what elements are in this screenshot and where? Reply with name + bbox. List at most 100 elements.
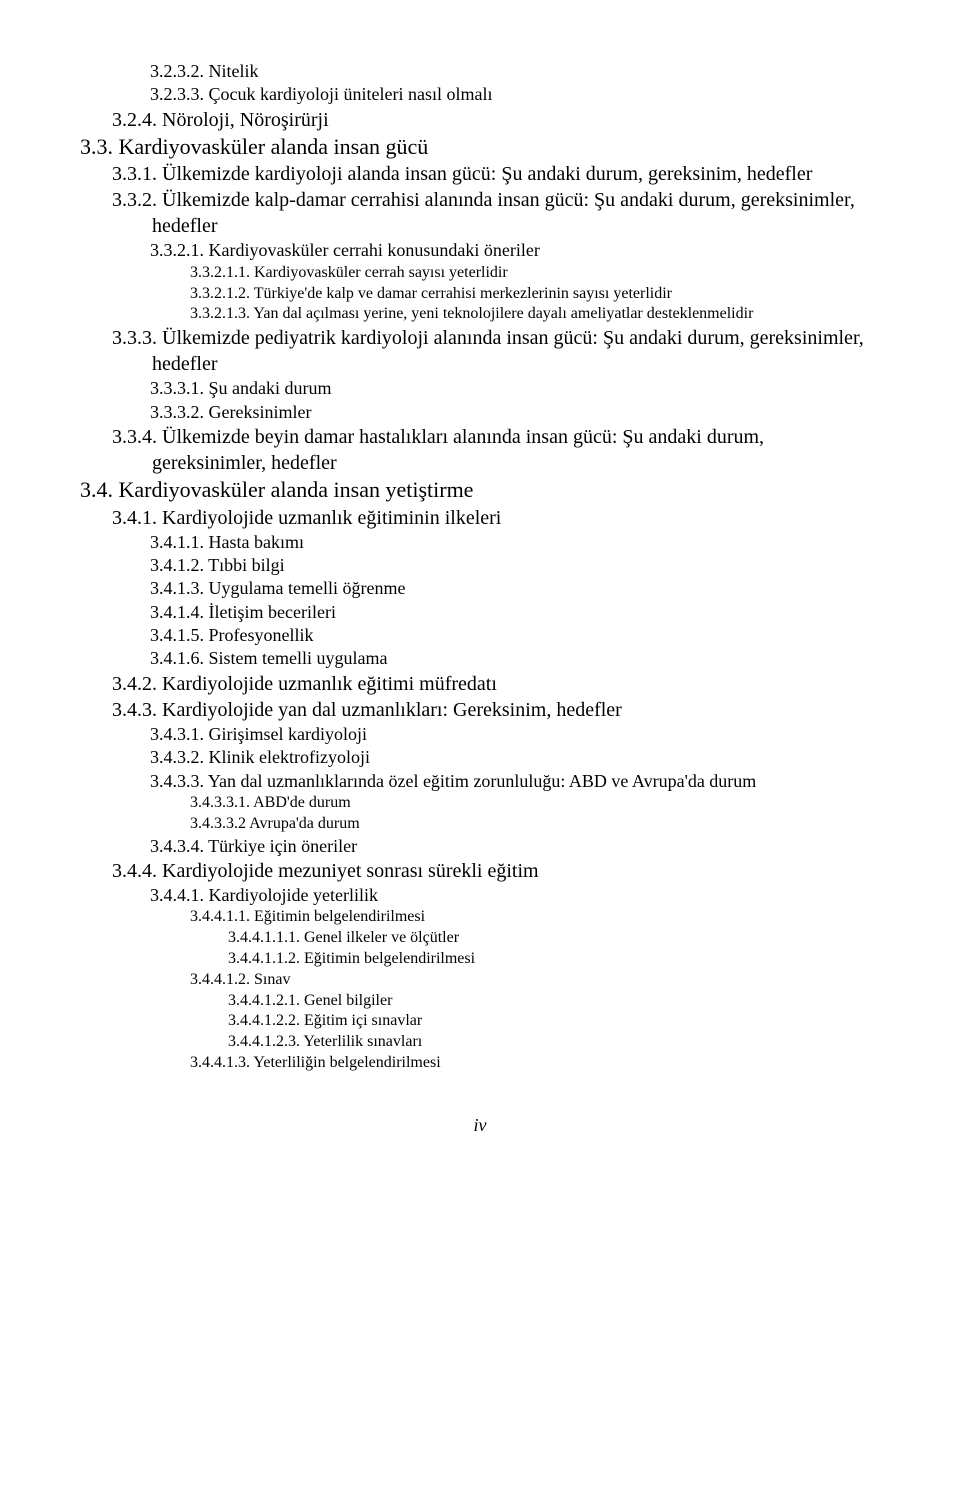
toc-entry: 3.4.4.1.2. Sınav xyxy=(190,970,880,991)
toc-entry-number: 3.4.4. xyxy=(112,860,157,882)
toc-entry-number: 3.2.4. xyxy=(112,109,157,131)
toc-entry-text: Profesyonellik xyxy=(204,625,314,645)
toc-entry: 3.2.3.3. Çocuk kardiyoloji üniteleri nas… xyxy=(150,83,880,106)
toc-entry-text: Hasta bakımı xyxy=(204,532,304,552)
toc-entry-number: 3.3.2.1.1. xyxy=(190,264,250,281)
toc-entry: 3.4.2. Kardiyolojide uzmanlık eğitimi mü… xyxy=(112,671,880,697)
toc-entry-number: 3.4.4.1.1.1. xyxy=(228,929,300,946)
toc-entry: 3.2.4. Nöroloji, Nöroşirürji xyxy=(112,107,880,133)
toc-entry: 3.3.3.2. Gereksinimler xyxy=(150,401,880,424)
toc-entry: 3.4.4.1.2.2. Eğitim içi sınavlar xyxy=(228,1011,880,1032)
toc-entry-number: 3.3.2.1. xyxy=(150,240,204,260)
toc-entry: 3.4.4.1.2.1. Genel bilgiler xyxy=(228,991,880,1012)
toc-entry-text: Eğitimin belgelendirilmesi xyxy=(250,908,425,925)
toc-entry-text: Ülkemizde beyin damar hastalıkları alanı… xyxy=(152,426,764,474)
toc-entry: 3.4. Kardiyovasküler alanda insan yetişt… xyxy=(80,476,880,505)
toc-entry-number: 3.2.3.3. xyxy=(150,84,204,104)
toc-entry-text: Yan dal uzmanlıklarında özel eğitim zoru… xyxy=(204,771,756,791)
toc-entry-number: 3.4.3.3. xyxy=(150,771,204,791)
toc-entry: 3.4.1. Kardiyolojide uzmanlık eğitiminin… xyxy=(112,505,880,531)
toc-entry-text: Kardiyolojide uzmanlık eğitimi müfredatı xyxy=(157,673,497,695)
toc-entry-text: Çocuk kardiyoloji üniteleri nasıl olmalı xyxy=(204,84,492,104)
toc-entry-number: 3.3.3.1. xyxy=(150,378,204,398)
toc-entry-text: Uygulama temelli öğrenme xyxy=(204,578,405,598)
toc-entry-number: 3.3.2. xyxy=(112,189,157,211)
toc-entry: 3.3. Kardiyovasküler alanda insan gücü xyxy=(80,133,880,162)
toc-entry-text: Sınav xyxy=(250,971,290,988)
toc-entry: 3.4.3.3.1. ABD'de durum xyxy=(190,793,880,814)
toc-entry-number: 3.3.1. xyxy=(112,163,157,185)
toc-entry: 3.4.3. Kardiyolojide yan dal uzmanlıklar… xyxy=(112,697,880,723)
toc-entry: 3.3.1. Ülkemizde kardiyoloji alanda insa… xyxy=(112,161,880,187)
toc-entry-text: ABD'de durum xyxy=(250,794,351,811)
toc-entry: 3.4.3.2. Klinik elektrofizyoloji xyxy=(150,746,880,769)
toc-entry-text: Girişimsel kardiyoloji xyxy=(204,724,367,744)
toc-entry-number: 3.3.2.1.3. xyxy=(190,305,250,322)
toc-entry: 3.4.1.1. Hasta bakımı xyxy=(150,531,880,554)
toc-entry-number: 3.4.1.3. xyxy=(150,578,204,598)
toc-entry: 3.4.3.3.2 Avrupa'da durum xyxy=(190,814,880,835)
toc-entry-number: 3.4.1.2. xyxy=(150,555,204,575)
toc-entry-text: Eğitimin belgelendirilmesi xyxy=(300,950,475,967)
toc-entry: 3.4.1.4. İletişim becerileri xyxy=(150,601,880,624)
toc-entry-text: Şu andaki durum xyxy=(204,378,332,398)
toc-entry-number: 3.4.1.6. xyxy=(150,648,204,668)
toc-entry-text: Klinik elektrofizyoloji xyxy=(204,747,370,767)
toc-entry-text: Tıbbi bilgi xyxy=(204,555,285,575)
toc-entry: 3.4.3.1. Girişimsel kardiyoloji xyxy=(150,723,880,746)
toc-entry-number: 3.4.3.3.1. xyxy=(190,794,250,811)
toc-entry-text: Türkiye'de kalp ve damar cerrahisi merke… xyxy=(250,285,672,302)
toc-entry-number: 3.3.2.1.2. xyxy=(190,285,250,302)
toc-entry-text: Genel bilgiler xyxy=(300,992,392,1009)
toc-entry: 3.3.2. Ülkemizde kalp-damar cerrahisi al… xyxy=(112,187,880,239)
toc-entry-number: 3.4.3. xyxy=(112,699,157,721)
toc-entry-number: 3.4.4.1.1. xyxy=(190,908,250,925)
toc-entry: 3.3.2.1.2. Türkiye'de kalp ve damar cerr… xyxy=(190,284,880,305)
toc-entry-number: 3.4.4.1.2.2. xyxy=(228,1012,300,1029)
toc-entry-number: 3.4.1.5. xyxy=(150,625,204,645)
toc-entry: 3.4.4.1. Kardiyolojide yeterlilik xyxy=(150,884,880,907)
toc-entry-number: 3.4.4.1.3. xyxy=(190,1054,250,1071)
toc-entry-number: 3.4.1.1. xyxy=(150,532,204,552)
toc-entry-text: Ülkemizde pediyatrik kardiyoloji alanınd… xyxy=(152,327,864,375)
toc-entry-number: 3.4.1.4. xyxy=(150,602,204,622)
toc-entry: 3.4.1.2. Tıbbi bilgi xyxy=(150,554,880,577)
toc-entry-number: 3.3.3.2. xyxy=(150,402,204,422)
toc-entry-text: Türkiye için öneriler xyxy=(204,836,357,856)
toc-entry-number: 3.4.3.4. xyxy=(150,836,204,856)
toc-entry-text: Nitelik xyxy=(204,61,259,81)
toc-entry: 3.2.3.2. Nitelik xyxy=(150,60,880,83)
toc-entry-text: Gereksinimler xyxy=(204,402,311,422)
toc-entry: 3.4.4.1.1.2. Eğitimin belgelendirilmesi xyxy=(228,949,880,970)
toc-entry-text: Kardiyovasküler cerrah sayısı yeterlidir xyxy=(250,264,508,281)
toc-entry: 3.4.3.3. Yan dal uzmanlıklarında özel eğ… xyxy=(150,770,880,793)
toc-entry: 3.3.2.1.3. Yan dal açılması yerine, yeni… xyxy=(190,304,880,325)
toc-entry-number: 3.4.3.1. xyxy=(150,724,204,744)
toc-entry: 3.3.2.1. Kardiyovasküler cerrahi konusun… xyxy=(150,239,880,262)
toc-entry-number: 3.4.1. xyxy=(112,507,157,529)
toc-entry-number: 3.4.3.2. xyxy=(150,747,204,767)
toc-entry-text: Kardiyolojide yan dal uzmanlıkları: Gere… xyxy=(157,699,622,721)
toc-entry-text: Nöroloji, Nöroşirürji xyxy=(157,109,329,131)
toc-entry-text: Kardiyolojide yeterlilik xyxy=(204,885,378,905)
toc-entry-text: Kardiyovasküler alanda insan yetiştirme xyxy=(113,477,473,502)
toc-entry: 3.4.1.3. Uygulama temelli öğrenme xyxy=(150,577,880,600)
toc-entry-number: 3.3.4. xyxy=(112,426,157,448)
toc-entry-number: 3.4.4.1. xyxy=(150,885,204,905)
toc-entry-text: Yan dal açılması yerine, yeni teknolojil… xyxy=(250,305,753,322)
toc-entry-number: 3.3. xyxy=(80,134,113,159)
toc-entry: 3.4.1.6. Sistem temelli uygulama xyxy=(150,647,880,670)
toc-entry-number: 3.4.4.1.2.3. xyxy=(228,1033,300,1050)
toc-entry: 3.4.4. Kardiyolojide mezuniyet sonrası s… xyxy=(112,858,880,884)
toc-entry-text: Yeterliliğin belgelendirilmesi xyxy=(250,1054,441,1071)
toc-entry-text: Kardiyolojide mezuniyet sonrası sürekli … xyxy=(157,860,539,882)
toc-entry-text: Ülkemizde kardiyoloji alanda insan gücü:… xyxy=(157,163,812,185)
toc-entry-text: Eğitim içi sınavlar xyxy=(300,1012,422,1029)
toc-entry: 3.4.3.4. Türkiye için öneriler xyxy=(150,835,880,858)
toc-entry-number: 3.4.4.1.2.1. xyxy=(228,992,300,1009)
toc-entry-number: 3.2.3.2. xyxy=(150,61,204,81)
toc-entry-number: 3.3.3. xyxy=(112,327,157,349)
toc-entry: 3.4.4.1.1.1. Genel ilkeler ve ölçütler xyxy=(228,928,880,949)
toc-entry: 3.4.4.1.1. Eğitimin belgelendirilmesi xyxy=(190,907,880,928)
toc-entry: 3.4.1.5. Profesyonellik xyxy=(150,624,880,647)
